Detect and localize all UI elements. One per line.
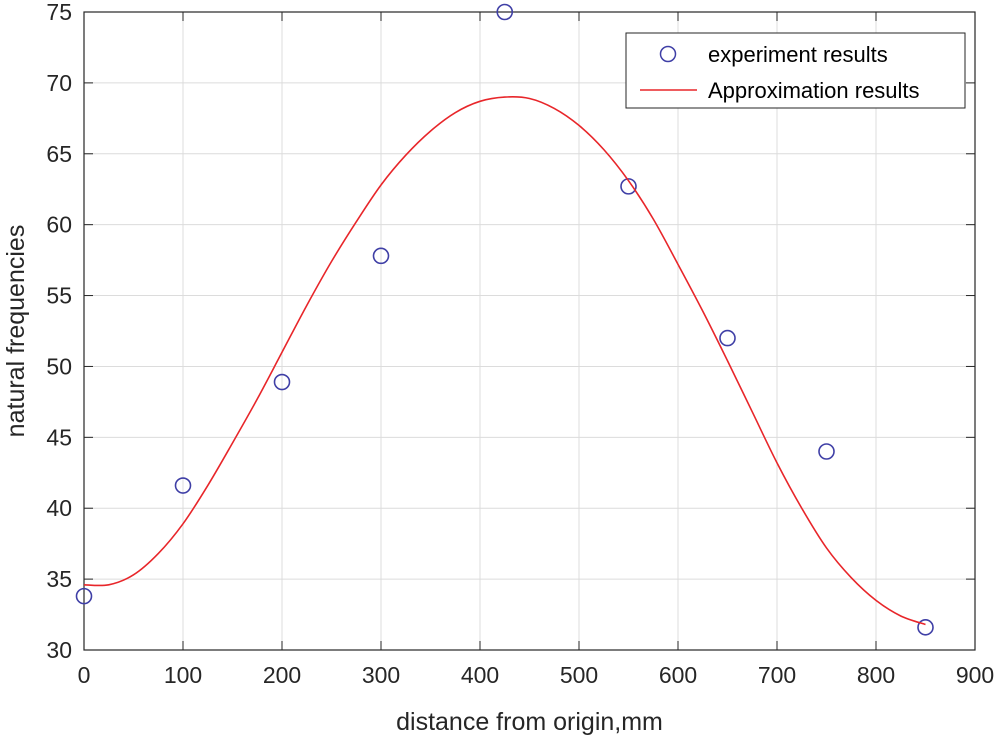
x-tick-label: 300 bbox=[362, 662, 400, 688]
x-tick-label: 800 bbox=[857, 662, 895, 688]
x-tick-label: 200 bbox=[263, 662, 301, 688]
y-tick-label: 40 bbox=[46, 495, 72, 521]
x-tick-labels: 0 100 200 300 400 500 600 700 800 900 bbox=[78, 662, 995, 688]
x-tick-label: 100 bbox=[164, 662, 202, 688]
data-point-experiment-results bbox=[174, 477, 192, 494]
y-tick-label: 50 bbox=[46, 353, 72, 379]
y-tick-label: 30 bbox=[46, 637, 72, 663]
y-tick-label: 35 bbox=[46, 566, 72, 592]
y-tick-label: 60 bbox=[46, 212, 72, 238]
y-tick-label: 45 bbox=[46, 424, 72, 450]
data-point-experiment-results bbox=[917, 619, 934, 636]
legend: experiment results Approximation results bbox=[625, 32, 966, 109]
data-point-experiment-results bbox=[620, 178, 637, 195]
y-tick-labels: 30 35 40 45 50 55 60 65 70 75 bbox=[46, 0, 72, 663]
legend-label-approximation-results: Approximation results bbox=[708, 78, 920, 103]
y-tick-label: 70 bbox=[46, 70, 72, 96]
y-tick-label: 55 bbox=[46, 283, 72, 309]
data-point-experiment-results bbox=[75, 587, 93, 605]
plot-frame bbox=[83, 11, 976, 651]
series-layer bbox=[75, 3, 934, 636]
plot-area bbox=[84, 12, 975, 650]
x-tick-label: 700 bbox=[758, 662, 796, 688]
legend-label-experiment-results: experiment results bbox=[708, 42, 888, 67]
x-axis-label: distance from origin,mm bbox=[396, 708, 663, 736]
x-tick-label: 600 bbox=[659, 662, 697, 688]
data-point-experiment-results bbox=[273, 373, 291, 391]
legend-marker-experiment-results bbox=[659, 45, 677, 63]
data-point-experiment-results bbox=[496, 3, 514, 21]
data-point-experiment-results bbox=[719, 329, 736, 347]
x-tick-label: 500 bbox=[560, 662, 598, 688]
legend-box bbox=[625, 32, 966, 109]
x-tick-label: 400 bbox=[461, 662, 499, 688]
y-axis-label: natural frequencies bbox=[2, 225, 30, 438]
data-point-experiment-results bbox=[818, 443, 835, 460]
x-tick-label: 900 bbox=[956, 662, 994, 688]
y-tick-label: 75 bbox=[46, 0, 72, 25]
x-tick-label: 0 bbox=[78, 662, 91, 688]
data-point-experiment-results bbox=[372, 247, 390, 265]
series-line-approximation-results bbox=[83, 96, 926, 626]
y-tick-label: 65 bbox=[46, 141, 72, 167]
